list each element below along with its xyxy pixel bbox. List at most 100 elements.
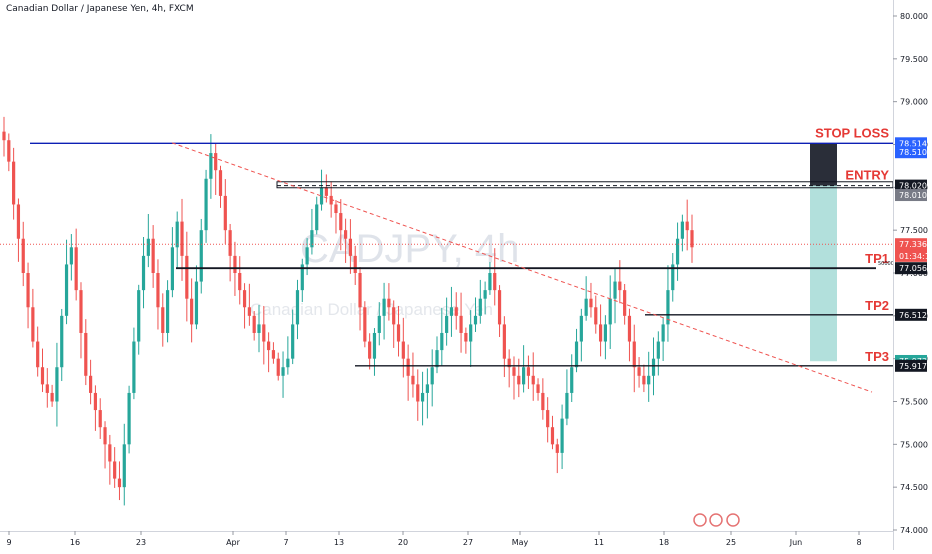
candle-body [464, 332, 468, 342]
tp3-text: TP3 [865, 349, 889, 364]
candle-body [435, 350, 439, 368]
watermark-subtext: Canadian Dollar / Japanese Yen [250, 300, 493, 319]
candle-body [55, 367, 59, 402]
x-tick-label: Jun [789, 538, 803, 547]
candle-body [60, 315, 64, 368]
candle-body [363, 307, 367, 342]
y-tick-label: 74.000 [900, 526, 928, 535]
price-label-box [895, 238, 927, 251]
candle-body [526, 367, 531, 376]
candle-body [151, 238, 155, 273]
x-tick-label: 27 [463, 538, 473, 547]
tp1-text: TP1 [865, 251, 889, 266]
candle-body [223, 195, 227, 231]
y-axis[interactable]: 74.00074.50075.00075.50076.00076.50077.0… [893, 0, 928, 550]
price-label-box [895, 359, 927, 372]
candle-body [430, 367, 434, 385]
candle-body [579, 315, 583, 342]
candle-body [40, 367, 45, 385]
x-tick-label: 25 [726, 538, 736, 547]
candle-body [2, 131, 6, 141]
candle-body [440, 332, 444, 351]
price-label-text: 76.512 [899, 311, 927, 320]
candle-body [108, 444, 112, 462]
entry-zone [276, 181, 894, 189]
candle-body [339, 213, 343, 231]
candle-body [180, 221, 184, 256]
x-tick-label: 8 [856, 538, 861, 547]
candle-body [502, 324, 506, 359]
candle-body [247, 307, 251, 316]
candle-body [170, 247, 174, 291]
logo-circle [709, 513, 723, 527]
entry-text: ENTRY [845, 168, 889, 183]
candle-body [228, 230, 232, 256]
candle-body [618, 281, 622, 291]
candle-body [522, 367, 526, 385]
x-tick-label: 16 [70, 538, 80, 547]
candle-body [603, 324, 607, 342]
candle-body [26, 273, 30, 308]
candle-body [146, 238, 150, 256]
x-tick-label: 18 [659, 538, 669, 547]
x-tick-label: 13 [334, 538, 344, 547]
price-label-box [895, 262, 927, 275]
candle-body [267, 341, 271, 351]
overlay-lines [0, 142, 894, 393]
price-label-text: 77.336 [899, 240, 927, 249]
candle-body [64, 264, 69, 316]
price-label-box [895, 146, 927, 159]
candle-body [257, 324, 261, 333]
candle-body [560, 418, 564, 453]
candle-body [300, 264, 304, 291]
candle-body [7, 140, 11, 162]
candle-body [584, 298, 588, 316]
candle-body [262, 324, 266, 342]
candle-body [295, 290, 300, 325]
annotations: STOP LOSS ENTRY TP1 TP2 TP3 50000 [815, 125, 894, 363]
y-tick-label: 75.500 [900, 398, 928, 407]
candle-body [632, 341, 636, 368]
x-tick-label: May [512, 538, 529, 547]
watermark: CADJPY, 4h Canadian Dollar / Japanese Ye… [250, 227, 519, 319]
x-axis[interactable]: 9 16 23 Apr 7 13 20 27 May 11 18 25 Jun 8 [0, 531, 893, 547]
candle-body [420, 392, 425, 402]
candle-body [406, 358, 410, 376]
x-tick-label: 11 [594, 538, 604, 547]
chart-title: Canadian Dollar / Japanese Yen, 4h, FXCM [6, 4, 194, 14]
candle-body [122, 444, 126, 488]
price-label-box [895, 179, 927, 192]
candle-body [396, 324, 401, 342]
candle-body [651, 358, 656, 376]
candle-body [89, 375, 93, 393]
candle-body [31, 307, 35, 342]
tv-logo[interactable] [693, 513, 740, 527]
candle-body [382, 298, 386, 316]
price-label-text: 78.514 [899, 139, 927, 148]
candle-body [517, 375, 521, 385]
candle-body [127, 392, 131, 445]
candle-body [392, 307, 396, 325]
candle-body [305, 247, 309, 265]
candle-body [473, 315, 478, 325]
candle-body [113, 461, 117, 479]
risk-box [810, 143, 837, 186]
candle-body [276, 358, 280, 376]
candle-body [141, 255, 146, 291]
logo-circle [693, 513, 707, 527]
tp2-text: TP2 [865, 298, 889, 313]
candle-body [574, 341, 579, 368]
candle-body [190, 298, 194, 325]
candle-body [271, 350, 276, 359]
candle-body [21, 238, 25, 273]
y-tick-label: 79.500 [900, 55, 928, 64]
candle-body [623, 290, 627, 316]
candle-body [204, 178, 208, 231]
candle-body [656, 341, 660, 359]
candle-body [310, 230, 314, 248]
candle-body [165, 290, 170, 333]
candle-body [416, 384, 420, 402]
price-label-text: 78.010 [899, 191, 927, 200]
small-label-text: 50000 [878, 261, 894, 267]
